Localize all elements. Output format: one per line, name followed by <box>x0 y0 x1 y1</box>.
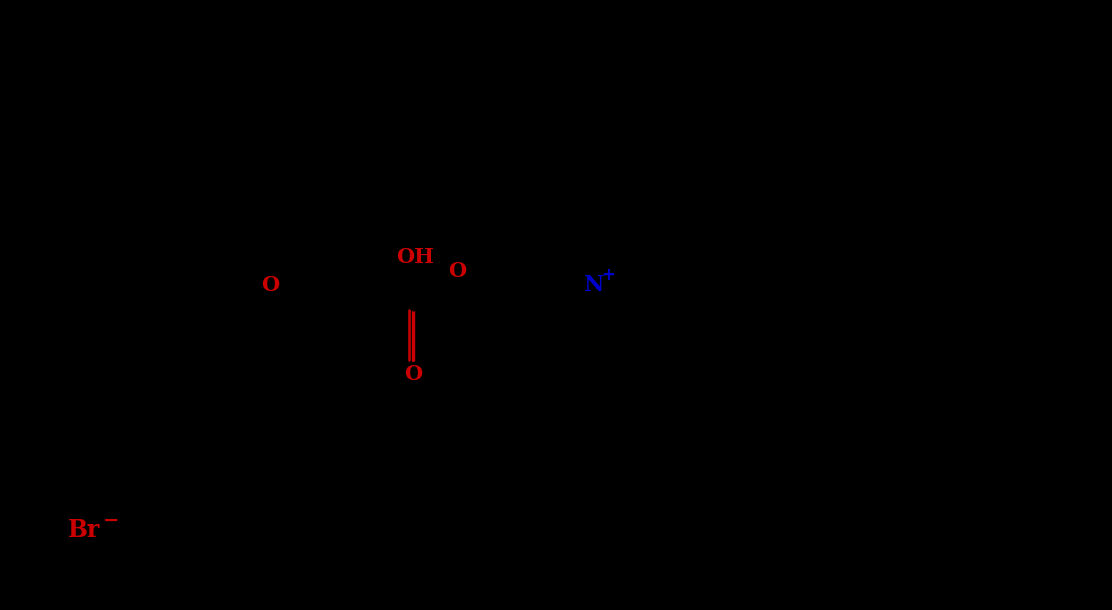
Text: O: O <box>405 364 423 384</box>
Text: Br: Br <box>68 518 100 542</box>
Text: O: O <box>448 261 466 281</box>
Text: −: − <box>103 511 119 529</box>
Text: +: + <box>602 266 615 284</box>
Text: N: N <box>584 274 604 296</box>
Text: O: O <box>261 275 279 295</box>
Text: OH: OH <box>396 247 434 267</box>
